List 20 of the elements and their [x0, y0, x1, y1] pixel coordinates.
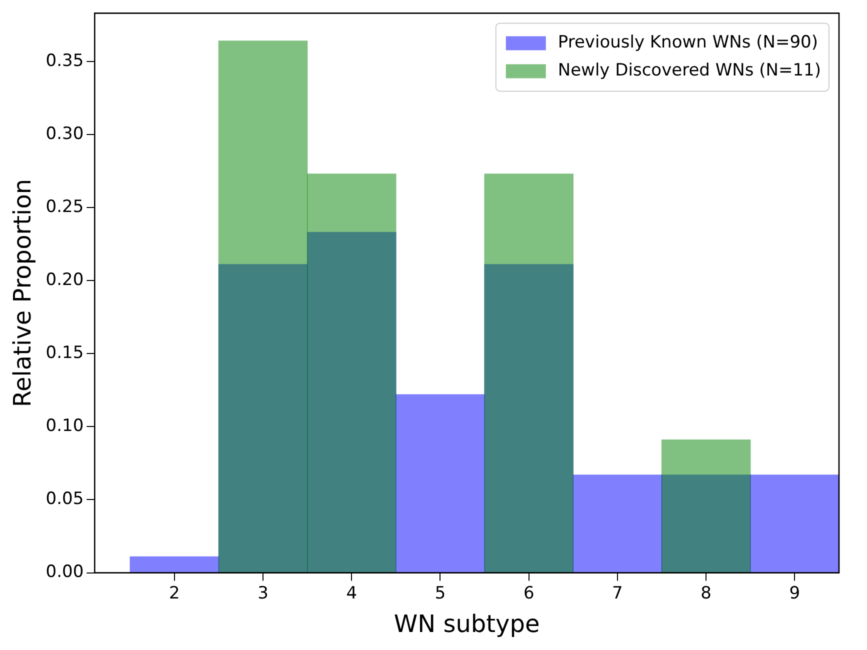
y-tick-label: 0.10 [46, 416, 84, 436]
x-tick-label: 4 [346, 583, 358, 604]
y-tick-label: 0.05 [46, 489, 84, 510]
x-tick-label: 9 [789, 583, 800, 604]
y-tick-label: 0.30 [46, 124, 84, 144]
y-tick-label: 0.20 [46, 270, 84, 290]
x-tick-label: 6 [523, 583, 534, 604]
x-tick-label: 7 [612, 583, 623, 604]
x-axis-title: WN subtype [394, 610, 540, 638]
y-tick-label: 0.25 [46, 196, 84, 217]
y-tick-label: 0.15 [46, 343, 84, 364]
legend-label: Newly Discovered WNs (N=11) [558, 60, 822, 81]
x-tick-label: 2 [168, 583, 180, 604]
y-tick-label: 0.00 [46, 562, 84, 582]
y-tick-label: 0.35 [46, 50, 84, 71]
x-tick-label: 8 [700, 583, 712, 604]
x-tick-label: 5 [434, 583, 446, 604]
x-tick-label: 3 [258, 583, 268, 604]
y-axis-title: Relative Proportion [8, 178, 37, 408]
legend-label: Previously Known WNs (N=90) [558, 32, 818, 53]
